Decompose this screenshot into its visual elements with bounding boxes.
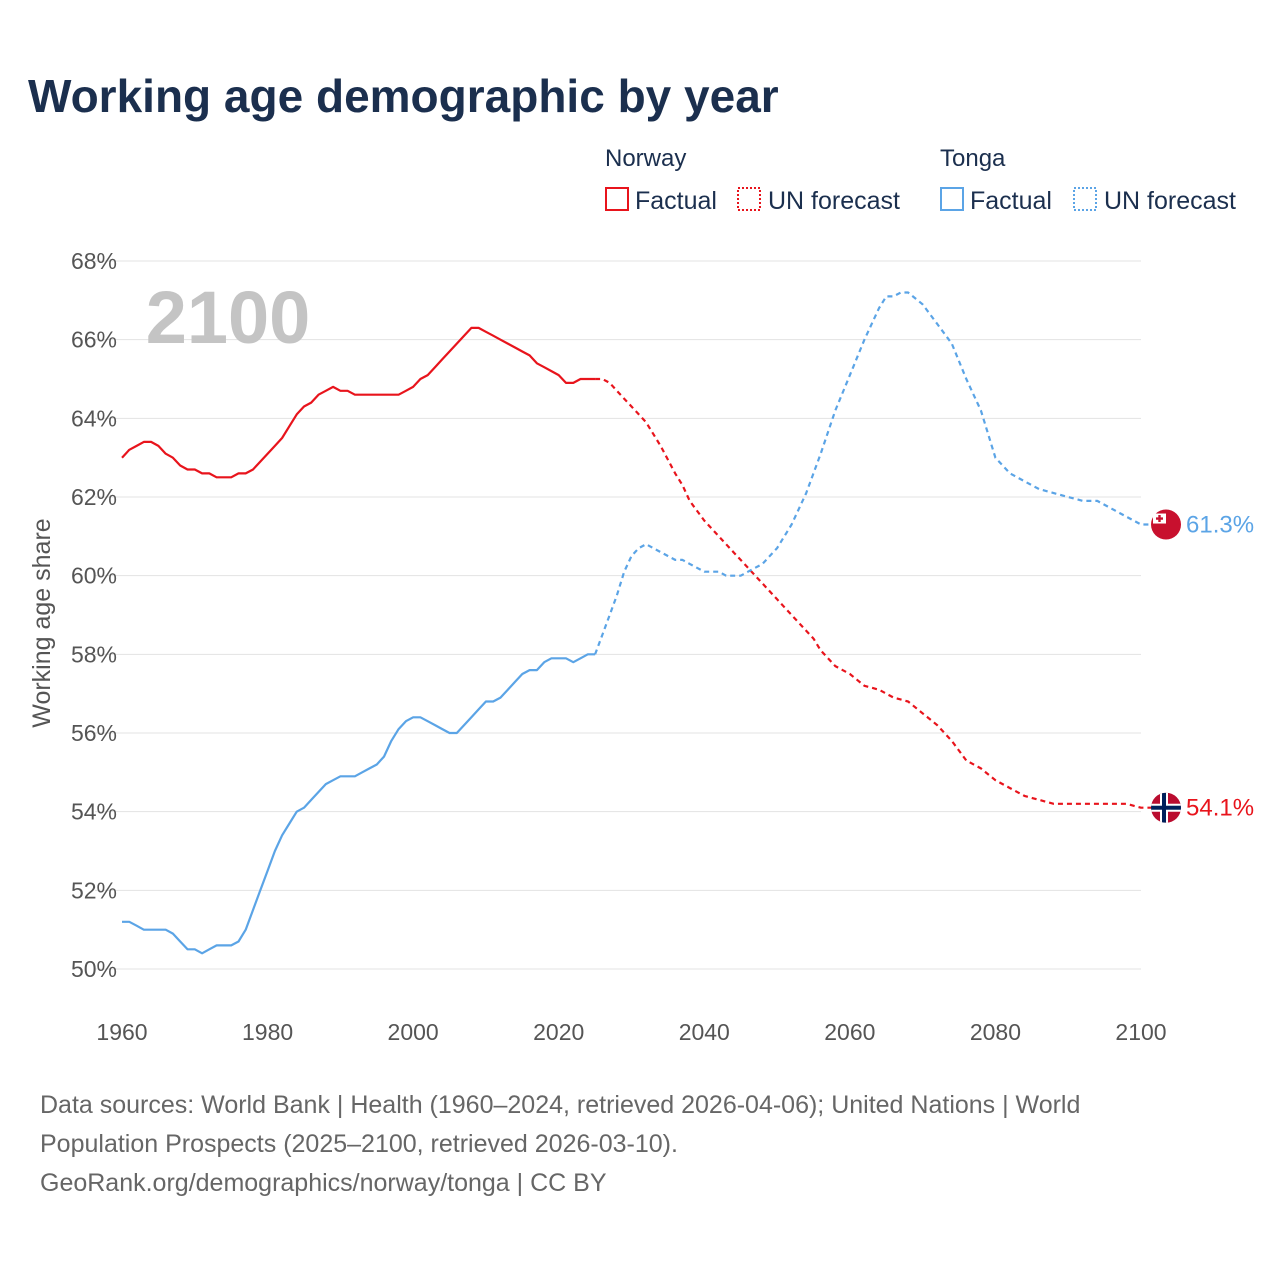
norway-end-marker: 54.1% (1151, 792, 1254, 823)
tonga-factual-line (122, 653, 596, 955)
legend-tonga-forecast-swatch (1073, 187, 1097, 211)
chart-title: Working age demographic by year (28, 70, 779, 122)
y-tick-label: 50% (71, 956, 117, 982)
y-tick-label: 58% (71, 641, 117, 667)
legend-group-tonga: Tonga (940, 145, 1006, 172)
y-tick-label: 54% (71, 799, 117, 825)
gridlines (95, 260, 1141, 970)
tonga-forecast-line (594, 291, 1156, 655)
norway-factual-line (121, 326, 596, 479)
legend-tonga-factual-swatch (940, 187, 964, 211)
source-line-3: GeoRank.org/demographics/norway/tonga | … (40, 1169, 607, 1197)
y-tick-label: 64% (71, 405, 117, 431)
y-tick-label: 60% (71, 563, 117, 589)
norway-flag-icon (1151, 792, 1181, 823)
legend-norway-forecast-swatch (737, 187, 761, 211)
x-tick-label: 2040 (679, 1019, 730, 1045)
y-tick-label: 62% (71, 484, 117, 510)
norway-end-value: 54.1% (1186, 795, 1254, 822)
norway-forecast-line (595, 377, 1156, 809)
x-tick-label: 2100 (1115, 1019, 1166, 1045)
y-axis-ticks: 50% 52% 54% 56% 58% 60% 62% 64% 66% 68% (71, 248, 117, 982)
x-axis-ticks: 1960 1980 2000 2020 2040 2060 2080 2100 (96, 1019, 1166, 1045)
y-tick-label: 52% (71, 877, 117, 903)
legend-group-norway: Norway (605, 145, 686, 172)
x-tick-label: 2080 (970, 1019, 1021, 1045)
x-tick-label: 2060 (824, 1019, 875, 1045)
tonga-end-marker: 61.3% (1151, 509, 1254, 540)
x-tick-label: 1960 (96, 1019, 147, 1045)
tonga-flag-cross (1156, 515, 1164, 523)
y-tick-label: 68% (71, 248, 117, 274)
x-tick-label: 2000 (388, 1019, 439, 1045)
source-line-2: Population Prospects (2025–2100, retriev… (40, 1130, 678, 1158)
legend-tonga-factual-label: Factual (970, 187, 1052, 215)
legend-tonga-forecast-label: UN forecast (1104, 187, 1236, 215)
legend: Norway Factual UN forecast Tonga Factual… (605, 145, 1236, 215)
x-tick-label: 2020 (533, 1019, 584, 1045)
y-axis-title: Working age share (28, 518, 56, 727)
y-tick-label: 56% (71, 720, 117, 746)
source-line-1: Data sources: World Bank | Health (1960–… (40, 1091, 1081, 1119)
legend-norway-factual-label: Factual (635, 187, 717, 215)
x-tick-label: 1980 (242, 1019, 293, 1045)
year-label: 2100 (146, 276, 311, 359)
chart-canvas: Working age demographic by year Norway F… (28, 70, 1254, 1045)
source-note: Data sources: World Bank | Health (1960–… (40, 1086, 1220, 1203)
series-lines (121, 291, 1156, 955)
tonga-end-value: 61.3% (1186, 512, 1254, 539)
y-tick-label: 66% (71, 327, 117, 353)
legend-norway-factual-swatch (605, 187, 629, 211)
legend-norway-forecast-label: UN forecast (768, 187, 900, 215)
